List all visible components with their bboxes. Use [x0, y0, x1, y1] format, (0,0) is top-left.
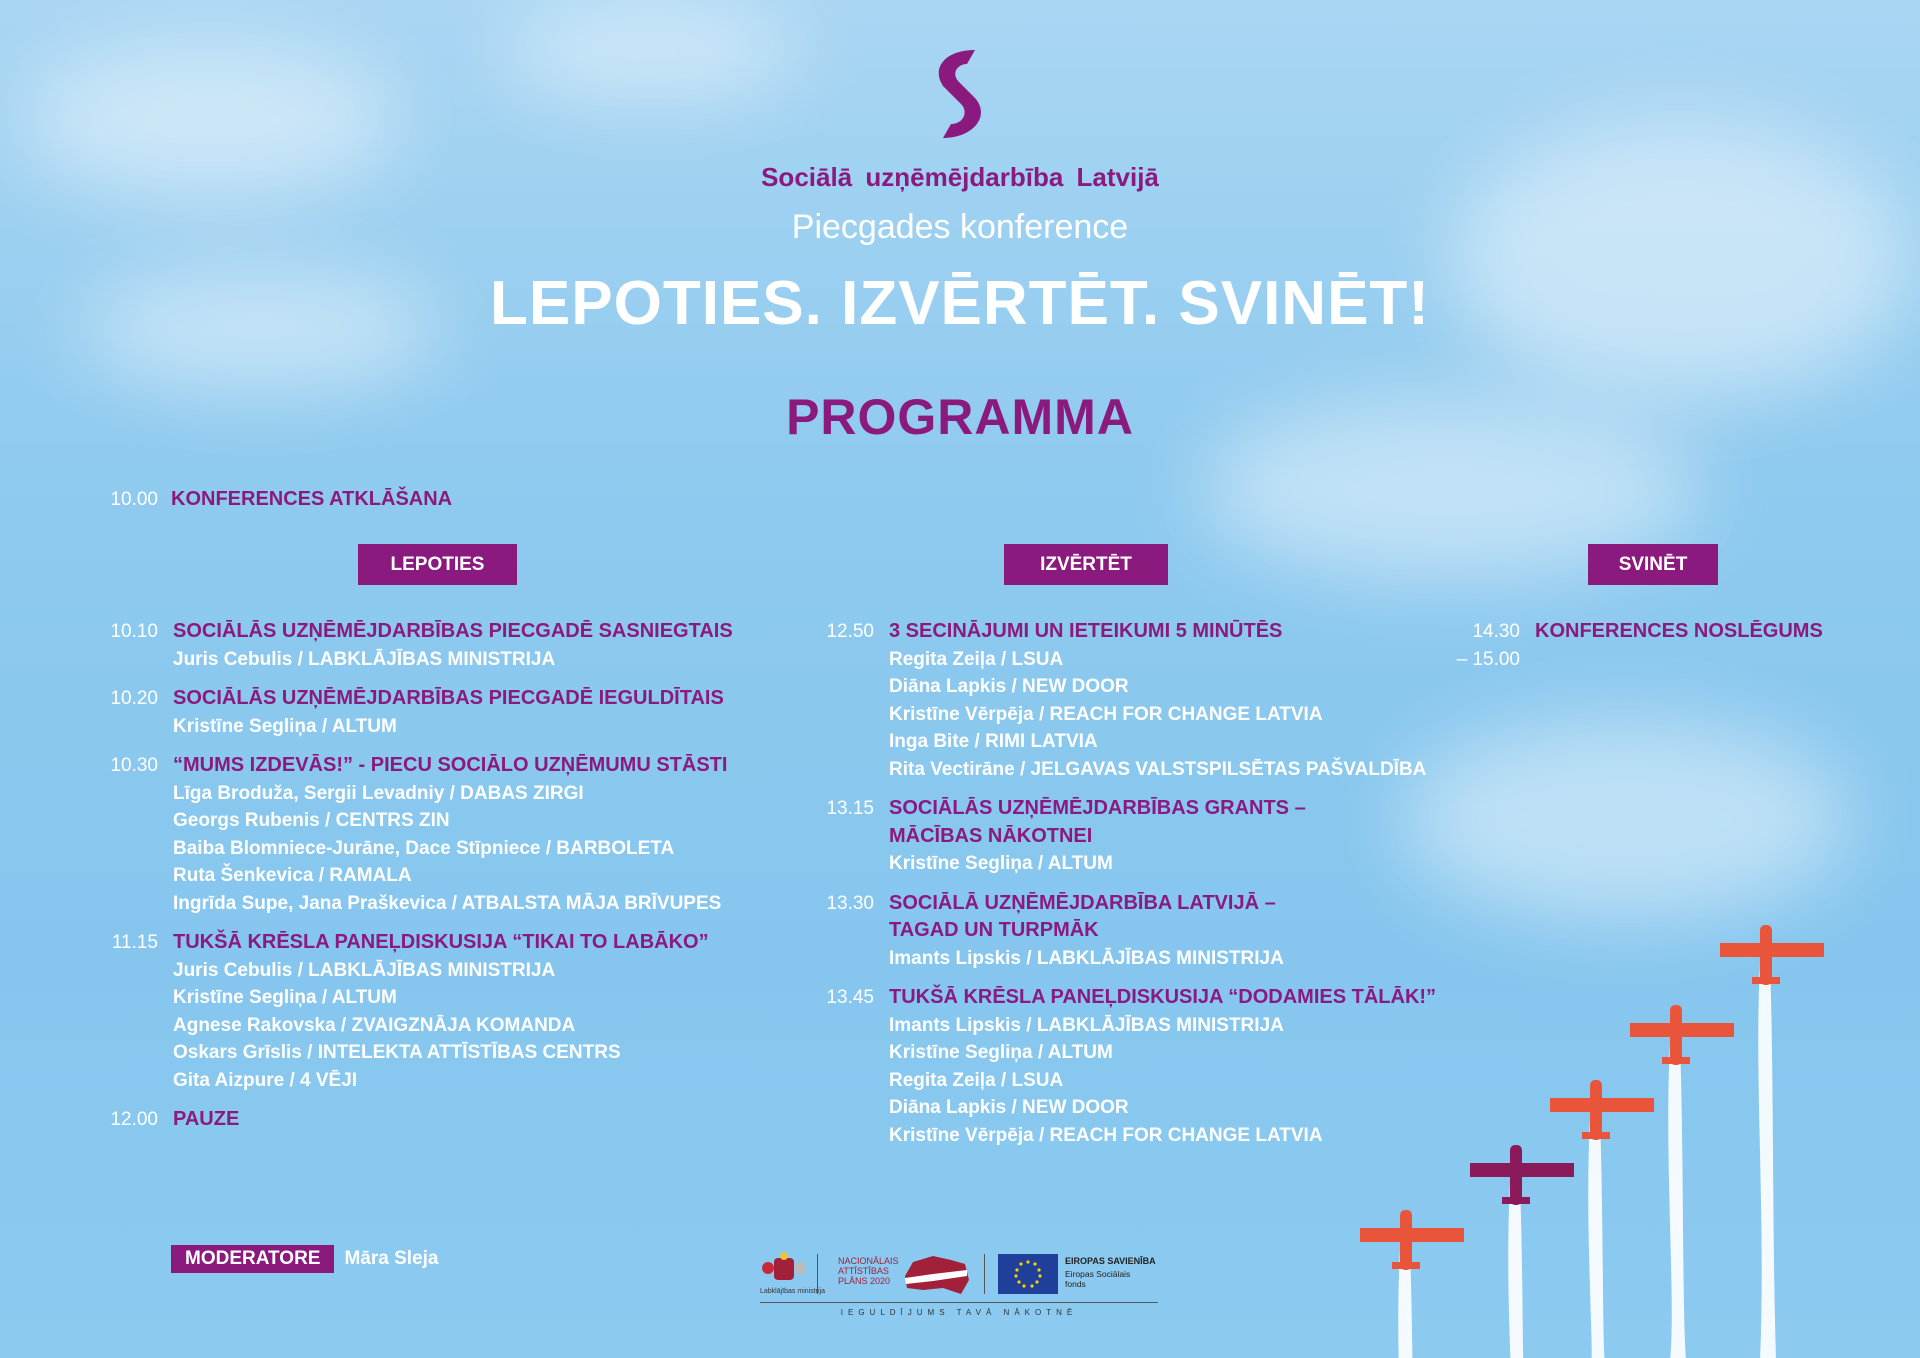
item-title: 3 SECINĀJUMI UN IETEIKUMI 5 MINŪTĒS	[889, 620, 1283, 642]
airplane-icon	[1630, 1005, 1734, 1358]
item-time: 10.20	[110, 688, 158, 709]
conference-name: Piecgades konference	[791, 208, 1129, 246]
column-lepoties: 10.10 SOCIĀLĀS UZŅĒMĒJDARBĪBAS PIECGADĒ S…	[108, 618, 733, 1146]
item-title: KONFERENCES ATKLĀŠANA	[171, 488, 453, 510]
speaker: Juris Cebulis / LABKLĀJĪBAS MINISTRIJA	[173, 648, 556, 670]
program-item: 10.30 “MUMS IZDEVĀS!” - PIECU SOCIĀLO UZŅ…	[108, 752, 733, 917]
tag-lepoties: LEPOTIES	[358, 544, 517, 585]
program-item: 12.00 PAUZE	[108, 1106, 733, 1134]
item-time: 12.50	[826, 621, 874, 642]
coat-of-arms-icon	[762, 1252, 806, 1280]
item-time: 10.00	[110, 489, 158, 510]
speaker: Juris Cebulis / LABKLĀJĪBAS MINISTRIJA	[173, 959, 556, 981]
item-time: 10.30	[110, 755, 158, 776]
nap-label: NACIONĀLAIS ATTĪSTĪBAS PLĀNS 2020	[838, 1256, 899, 1286]
program-item: 10.20 SOCIĀLĀS UZŅĒMĒJDARBĪBAS PIECGADĒ I…	[108, 685, 733, 740]
item-time: 11.15	[111, 932, 158, 953]
program-item: 13.30 SOCIĀLĀ UZŅĒMĒJDARBĪBA LATVIJĀ – TA…	[824, 890, 1436, 973]
speaker: Georgs Rubenis / CENTRS ZIN	[173, 810, 450, 831]
motto: IEGULDĪJUMS TAVĀ NĀKOTNĒ	[840, 1308, 1078, 1317]
airplane-icon	[1720, 925, 1824, 1358]
item-time: 13.30	[826, 892, 874, 914]
speaker: Ruta Šenkevica / RAMALA	[173, 865, 412, 886]
logo-icon	[938, 50, 981, 138]
latvia-map-icon	[905, 1256, 969, 1294]
item-time: 10.10	[110, 621, 158, 642]
slogan: LEPOTIES. IZVĒRTĒT. SVINĒT!	[490, 269, 1430, 338]
airplane-icon	[1550, 1080, 1654, 1358]
speaker: Oskars Grīslis / INTELEKTA ATTĪSTĪBAS CE…	[173, 1042, 621, 1063]
tag-svinet: SVINĒT	[1588, 544, 1718, 585]
item-title: SOCIĀLĀ UZŅĒMĒJDARBĪBA LATVIJĀ – TAGAD U…	[889, 891, 1276, 942]
speaker: Gita Aizpure / 4 VĒJI	[173, 1069, 358, 1091]
divider	[817, 1254, 818, 1294]
speaker: Kristīne Segliņa / ALTUM	[173, 987, 397, 1008]
tag-izvertet: IZVĒRTĒT	[1004, 544, 1168, 585]
speaker: Imants Lipskis / LABKLĀJĪBAS MINISTRIJA	[889, 947, 1284, 969]
esf-label: Eiropas Sociālais fonds	[1065, 1269, 1131, 1289]
program-item: 14.30 – 15.00 KONFERENCES NOSLĒGUMS	[1450, 618, 1823, 673]
item-title: SOCIĀLĀS UZŅĒMĒJDARBĪBAS PIECGADĒ IEGULD…	[173, 687, 724, 709]
item-time: 14.30 – 15.00	[1456, 621, 1520, 670]
speaker: Regita Zeiļa / LSUA	[889, 1069, 1064, 1091]
item-title: TUKŠĀ KRĒSLA PANEĻDISKUSIJA “DODAMIES TĀ…	[889, 986, 1437, 1008]
organization-name: Sociālā uzņēmējdarbība Latvijā	[761, 162, 1159, 192]
item-time: 13.45	[826, 987, 874, 1008]
moderator-label: MODERATORE	[171, 1245, 335, 1273]
speaker: Kristīne Vērpēja / REACH FOR CHANGE LATV…	[889, 1124, 1323, 1146]
item-title: KONFERENCES NOSLĒGUMS	[1535, 620, 1823, 642]
speaker: Kristīne Segliņa / ALTUM	[889, 853, 1113, 874]
moderator-name: Māra Sleja	[344, 1248, 439, 1269]
item-title: SOCIĀLĀS UZŅĒMĒJDARBĪBAS PIECGADĒ SASNIE…	[173, 620, 733, 642]
page-title: PROGRAMMA	[786, 389, 1134, 445]
eu-label: EIROPAS SAVIENĪBA	[1065, 1256, 1156, 1266]
sponsor-logos: Labklājības ministrija NACIONĀLAIS ATTĪS…	[760, 1248, 1160, 1318]
program-item: 12.50 3 SECINĀJUMI UN IETEIKUMI 5 MINŪTĒS…	[824, 618, 1436, 783]
item-time: 13.15	[826, 798, 874, 819]
item-time: 12.00	[110, 1109, 158, 1130]
moderator: MODERATORE Māra Sleja	[171, 1245, 438, 1273]
ministry-label: Labklājības ministrija	[760, 1288, 825, 1295]
speaker: Diāna Lapkis / NEW DOOR	[889, 1097, 1129, 1118]
program-item: 13.15 SOCIĀLĀS UZŅĒMĒJDARBĪBAS GRANTS – M…	[824, 795, 1436, 878]
eu-flag-icon	[998, 1254, 1058, 1294]
speaker: Agnese Rakovska / ZVAIGZNĀJA KOMANDA	[173, 1014, 576, 1036]
airplanes-illustration	[1360, 925, 1824, 1358]
program-item: 10.10 SOCIĀLĀS UZŅĒMĒJDARBĪBAS PIECGADĒ S…	[108, 618, 733, 673]
column-izvertet: 12.50 3 SECINĀJUMI UN IETEIKUMI 5 MINŪTĒS…	[824, 618, 1436, 1161]
program-item: 13.45 TUKŠĀ KRĒSLA PANEĻDISKUSIJA “DODAMI…	[824, 984, 1436, 1149]
item-title: PAUZE	[173, 1108, 240, 1130]
speaker: Kristīne Segliņa / ALTUM	[889, 1042, 1113, 1063]
divider	[984, 1254, 985, 1294]
column-svinet: 14.30 – 15.00 KONFERENCES NOSLĒGUMS	[1450, 618, 1823, 685]
divider	[760, 1302, 1158, 1303]
item-title: TUKŠĀ KRĒSLA PANEĻDISKUSIJA “TIKAI TO LA…	[173, 931, 709, 953]
speaker: Rita Vectirāne / JELGAVAS VALSTSPILSĒTAS…	[889, 758, 1427, 780]
item-title: SOCIĀLĀS UZŅĒMĒJDARBĪBAS GRANTS – MĀCĪBA…	[889, 797, 1306, 847]
speaker: Imants Lipskis / LABKLĀJĪBAS MINISTRIJA	[889, 1014, 1284, 1036]
speaker: Ingrīda Supe, Jana Praškevica / ATBALSTA…	[173, 892, 722, 914]
program-item: 11.15 TUKŠĀ KRĒSLA PANEĻDISKUSIJA “TIKAI …	[108, 929, 733, 1094]
speaker: Baiba Blomniece-Jurāne, Dace Stīpniece /…	[173, 837, 675, 859]
speaker: Diāna Lapkis / NEW DOOR	[889, 676, 1129, 697]
airplane-icon	[1360, 1210, 1464, 1358]
speaker: Līga Broduža, Sergii Levadniy / DABAS ZI…	[173, 782, 584, 804]
speaker: Kristīne Vērpēja / REACH FOR CHANGE LATV…	[889, 703, 1323, 725]
speaker: Kristīne Segliņa / ALTUM	[173, 715, 397, 737]
item-title: “MUMS IZDEVĀS!” - PIECU SOCIĀLO UZŅĒMUMU…	[173, 754, 728, 776]
airplane-icon	[1470, 1145, 1574, 1358]
opening-item: 10.00 KONFERENCES ATKLĀŠANA	[108, 486, 452, 514]
speaker: Regita Zeiļa / LSUA	[889, 648, 1064, 670]
speaker: Inga Bite / RIMI LATVIA	[889, 731, 1098, 752]
